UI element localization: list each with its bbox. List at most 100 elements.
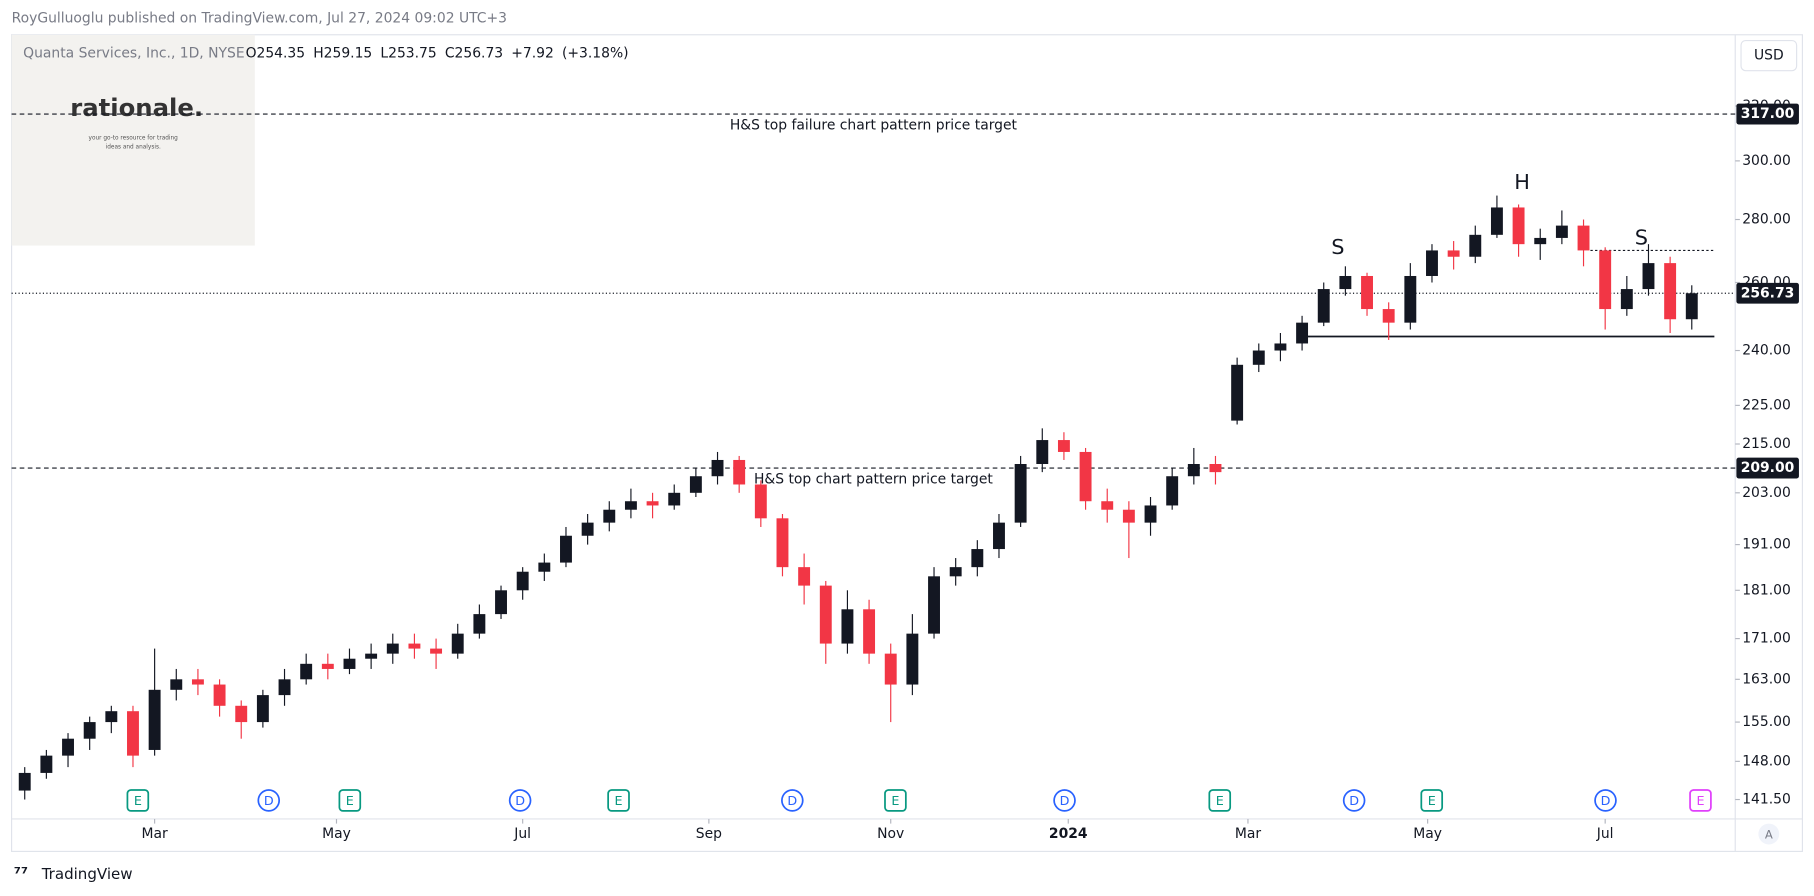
price-badge — [1736, 282, 1799, 304]
candle-body — [516, 571, 529, 591]
event-marker — [1689, 789, 1712, 812]
event-label: D — [264, 794, 274, 809]
y-tick-label: 280.00 — [1742, 212, 1791, 228]
event-label: E — [891, 794, 899, 809]
event-marker[interactable] — [257, 789, 281, 812]
y-tick-label: 240.00 — [1742, 343, 1791, 359]
candle-body — [1599, 250, 1612, 310]
event-marker — [884, 789, 907, 812]
logo-box — [11, 34, 255, 246]
pane-border — [11, 34, 1803, 852]
candle-body — [1382, 309, 1395, 323]
candle-body — [1339, 275, 1352, 290]
candle-body — [841, 609, 854, 644]
published: RoyGulluoglu published on TradingView.co… — [12, 11, 507, 27]
candle-body — [1187, 464, 1200, 477]
candle-body — [754, 484, 767, 519]
event-marker — [607, 789, 630, 812]
currency-box[interactable] — [1740, 39, 1798, 72]
brand: TradingView — [41, 865, 133, 883]
event-label: E — [346, 794, 354, 809]
candle-body — [321, 663, 334, 669]
candle-body — [365, 653, 378, 659]
price-badge-label: 209.00 — [1741, 460, 1795, 476]
price-badge-label: 317.00 — [1741, 106, 1795, 122]
y-tick-label: 225.00 — [1742, 397, 1791, 413]
y-tick-label: 300.00 — [1742, 153, 1791, 169]
candle-body — [863, 609, 876, 654]
event-label: E — [615, 794, 623, 809]
y-tick-label: 171.00 — [1742, 631, 1791, 647]
candle-body — [1231, 364, 1244, 421]
event-marker[interactable] — [781, 789, 804, 812]
candle-body — [83, 722, 96, 739]
x-tick-label: Jul — [1596, 826, 1614, 842]
event-marker[interactable] — [1053, 789, 1076, 812]
candle-body — [776, 518, 789, 568]
price-badge — [1736, 103, 1799, 125]
target-text: H&S top failure chart pattern price targ… — [730, 118, 1018, 134]
x-tick-label: Mar — [1235, 826, 1261, 842]
logo-title: rationale. — [70, 93, 203, 122]
candle-body — [1296, 322, 1309, 344]
candle-body — [689, 476, 702, 493]
candle-body — [1014, 464, 1027, 523]
x-tick-label: Sep — [696, 826, 722, 842]
y-tick-label: 215.00 — [1742, 436, 1791, 452]
candle-body — [1317, 289, 1330, 323]
candle-body — [819, 585, 832, 644]
candle-body — [235, 705, 248, 723]
auto-label[interactable]: A — [1765, 828, 1773, 842]
event-marker — [1208, 789, 1232, 812]
x-tick-label: May — [322, 826, 351, 842]
candle-body — [1642, 263, 1655, 290]
candle-body — [1426, 250, 1438, 276]
candle-body — [1079, 451, 1092, 502]
currency[interactable]: USD — [1754, 48, 1784, 64]
event-label: D — [1349, 794, 1359, 809]
candle-body — [473, 614, 486, 634]
candle-body — [1534, 237, 1547, 245]
y-tick-label: 155.00 — [1742, 714, 1791, 730]
y-tick-label: 203.00 — [1742, 485, 1791, 501]
event-marker — [338, 789, 362, 812]
target-text: H&S top chart pattern price target — [754, 472, 993, 488]
candle-body — [668, 492, 681, 506]
event-marker[interactable] — [1342, 789, 1366, 812]
candle-body — [191, 679, 204, 685]
candle-body — [560, 535, 572, 563]
header-value: H259.15 — [313, 45, 372, 61]
candle-body — [971, 549, 984, 568]
candle-body — [18, 772, 31, 791]
candle-body — [1361, 275, 1373, 310]
candle-body — [1404, 275, 1417, 323]
header-value: (+3.18%) — [562, 45, 629, 61]
logo-tagline: your go-to resource for trading — [89, 135, 179, 141]
candle-body — [733, 459, 746, 485]
event-marker[interactable] — [508, 789, 532, 812]
candle-body — [711, 459, 724, 477]
candle-body — [105, 711, 118, 723]
candle-body — [928, 576, 940, 634]
event-marker[interactable] — [1594, 789, 1617, 812]
y-tick-label: 191.00 — [1742, 537, 1791, 553]
event-marker — [1420, 789, 1444, 812]
candle-body — [1101, 501, 1114, 510]
candle-body — [1036, 440, 1049, 465]
x-tick-label: 2024 — [1049, 826, 1088, 842]
x-tick-label: Nov — [877, 826, 904, 842]
candle-body — [884, 653, 897, 685]
candle-body — [40, 755, 53, 773]
event-label: E — [1216, 794, 1224, 809]
price-badge — [1736, 457, 1799, 479]
candle-body — [1664, 263, 1677, 320]
x-tick-label: May — [1413, 826, 1442, 842]
y-tick-label: 148.00 — [1742, 753, 1791, 769]
candle-body — [1620, 289, 1633, 310]
candle-body — [1274, 343, 1287, 351]
candle-body — [127, 711, 139, 756]
candle-body — [386, 643, 399, 654]
auto-button[interactable] — [1758, 823, 1780, 845]
